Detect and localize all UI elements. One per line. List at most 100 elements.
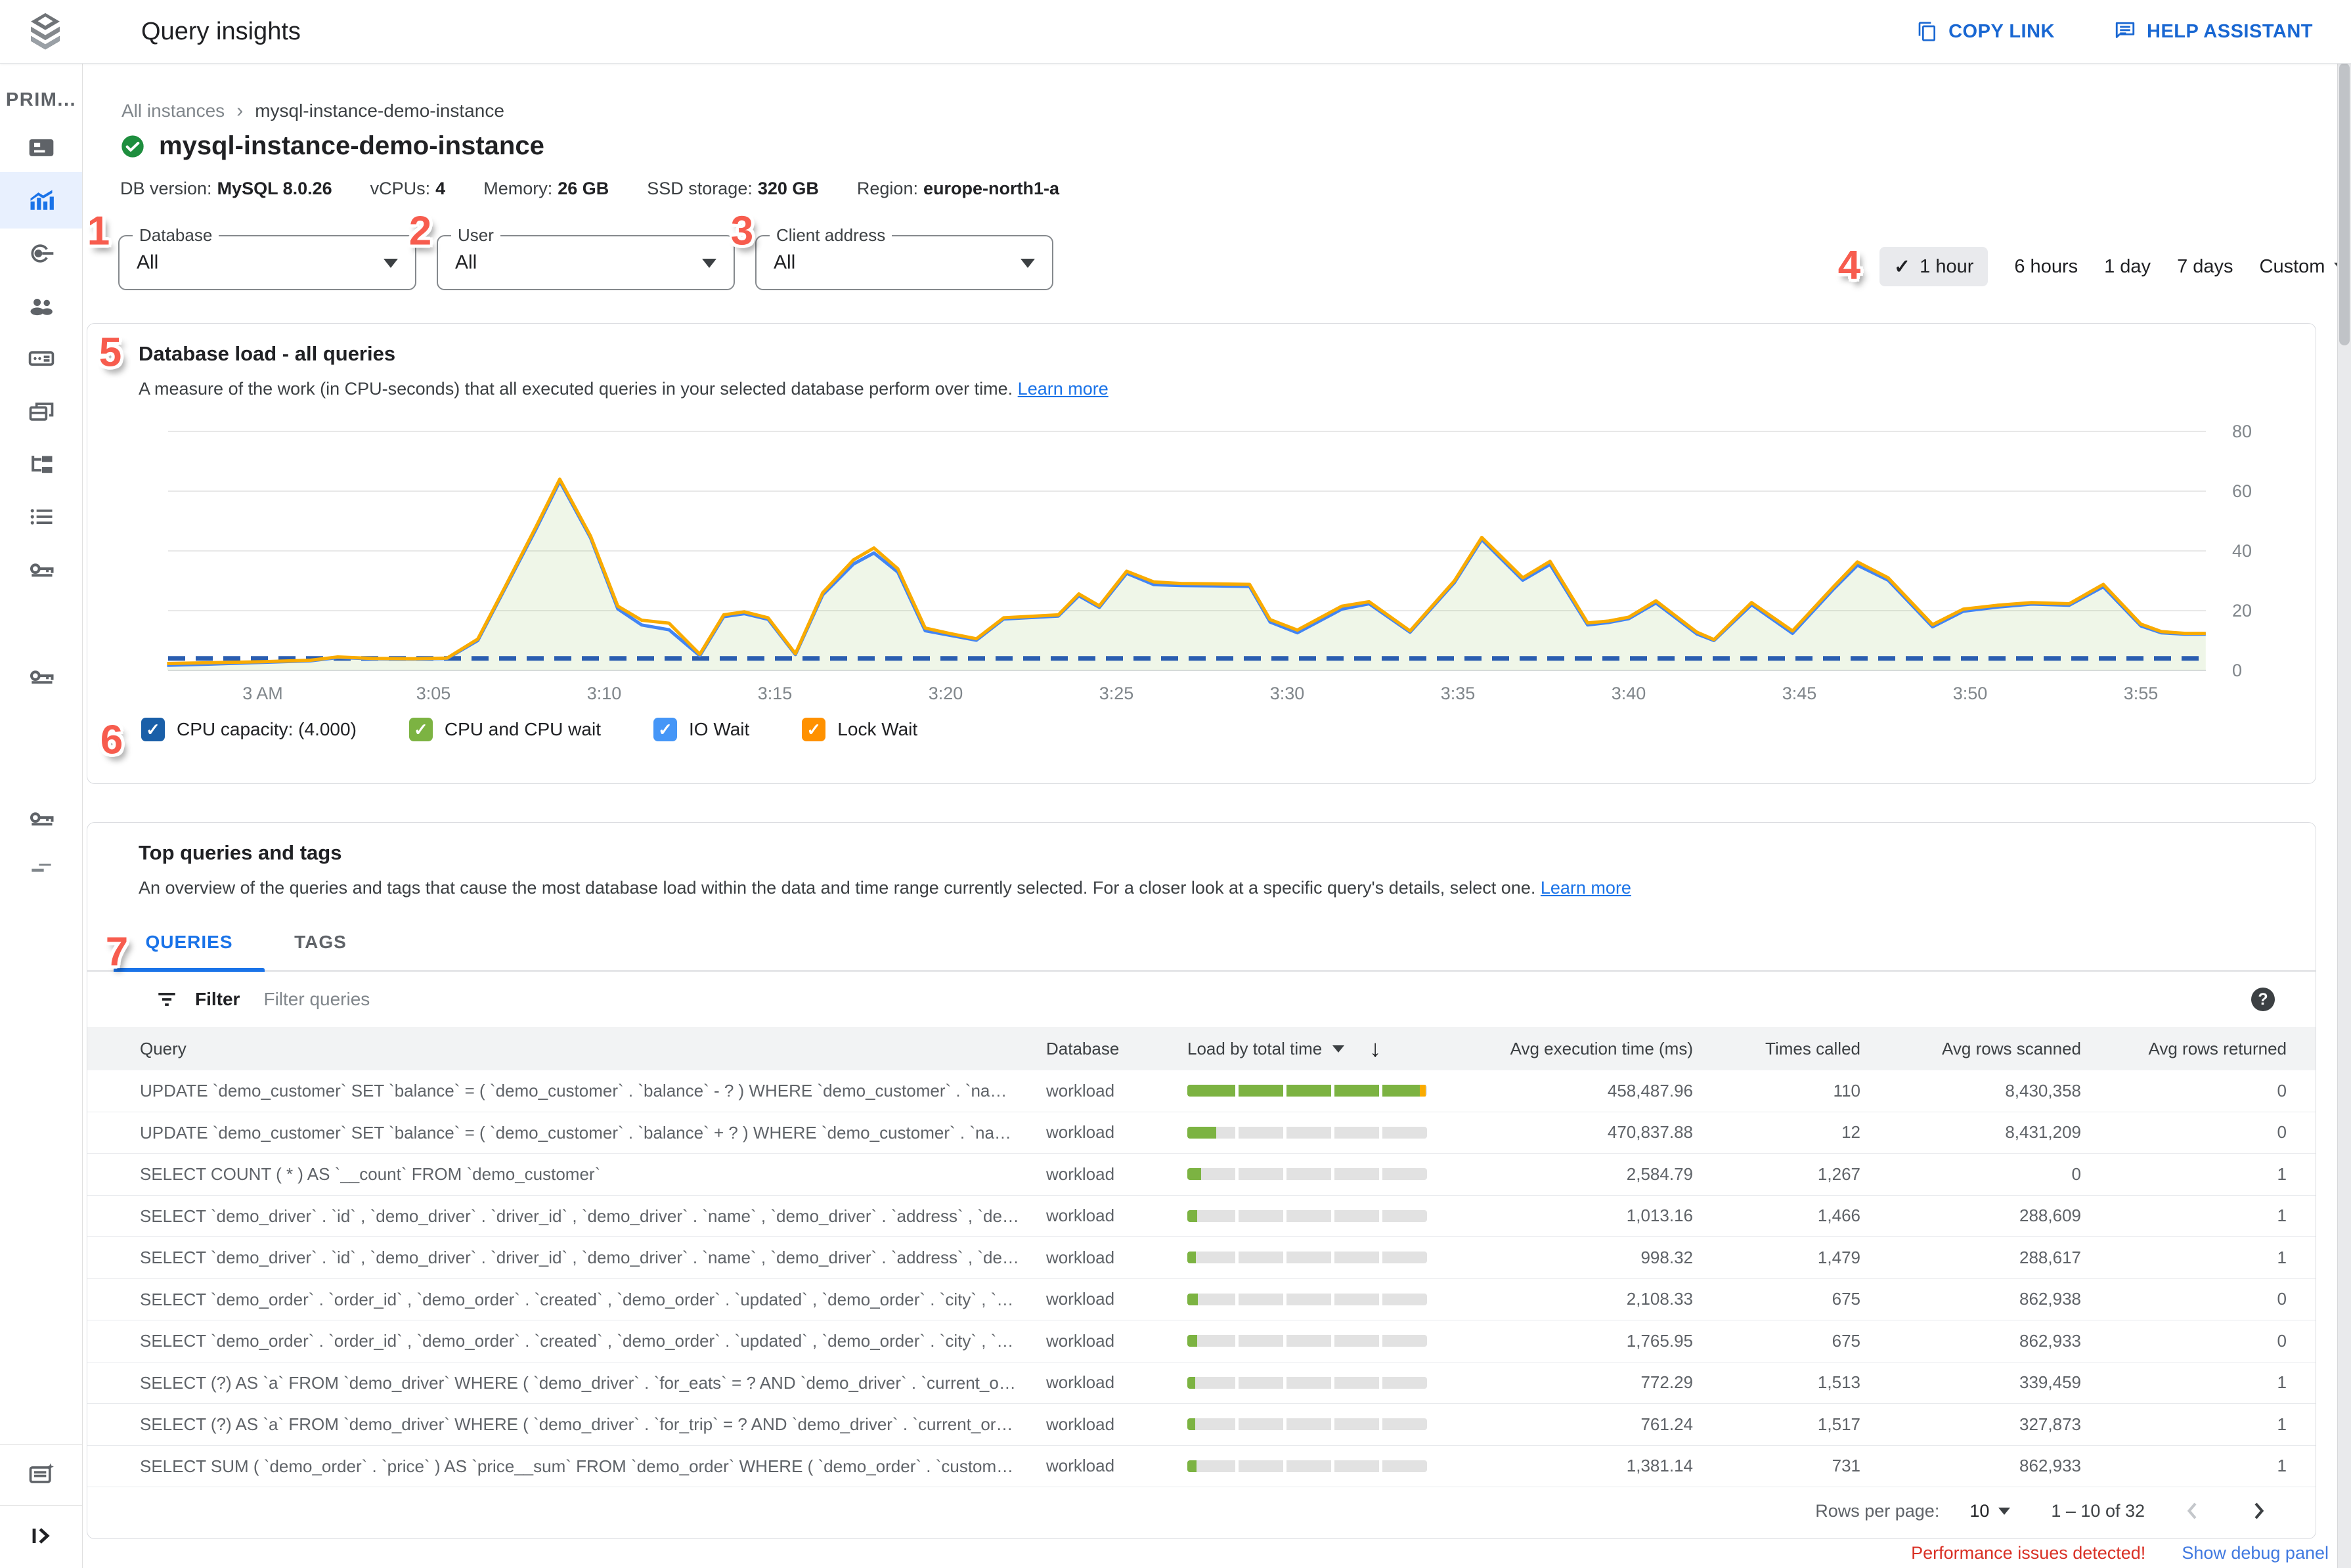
time-range-1-day[interactable]: 1 day bbox=[2104, 255, 2151, 277]
client-address-filter-select[interactable]: Client address All bbox=[755, 225, 1053, 290]
svg-text:3:10: 3:10 bbox=[587, 684, 622, 703]
sidebar-item-primary-key-1[interactable] bbox=[27, 555, 56, 584]
time-range-custom[interactable]: Custom bbox=[2260, 256, 2348, 278]
legend-item-cpu-and-cpu-wait[interactable]: ✓ CPU and CPU wait bbox=[408, 718, 601, 741]
sidebar-item-connections[interactable] bbox=[27, 239, 56, 268]
checkbox-checked-icon[interactable]: ✓ bbox=[408, 718, 433, 741]
sidebar-item-release-notes[interactable] bbox=[27, 1460, 56, 1489]
breadcrumb-current: mysql-instance-demo-instance bbox=[255, 100, 504, 121]
table-row[interactable]: SELECT COUNT ( * ) AS `__count` FROM `de… bbox=[87, 1154, 2316, 1196]
learn-more-link[interactable]: Learn more bbox=[1017, 379, 1109, 399]
filter-queries-input[interactable] bbox=[262, 988, 856, 1011]
avg-execution-time-cell: 1,381.14 bbox=[1626, 1456, 1693, 1476]
sidebar-item-query-insights[interactable] bbox=[27, 186, 56, 215]
avg-rows-scanned-cell: 0 bbox=[2071, 1164, 2081, 1184]
memory-detail: Memory: 26 GB bbox=[483, 179, 609, 198]
rows-per-page-select[interactable]: 10 bbox=[1969, 1501, 2011, 1521]
sidebar-item-users[interactable] bbox=[27, 292, 56, 320]
time-range-custom-label: Custom bbox=[2259, 255, 2325, 277]
show-debug-panel-link[interactable]: Show debug panel bbox=[2182, 1543, 2329, 1563]
scrollbar-thumb[interactable] bbox=[2339, 63, 2350, 345]
avg-execution-time-cell: 2,584.79 bbox=[1626, 1164, 1693, 1184]
table-row[interactable]: SELECT (?) AS `a` FROM `demo_driver` WHE… bbox=[87, 1362, 2316, 1404]
query-filter-bar[interactable]: Filter ? bbox=[87, 972, 2316, 1028]
tab-queries[interactable]: QUERIES bbox=[114, 921, 265, 972]
avg-rows-returned-cell: 1 bbox=[2277, 1206, 2287, 1226]
database-cell: workload bbox=[1046, 1414, 1115, 1434]
database-cell: workload bbox=[1046, 1164, 1115, 1184]
load-bar-fill bbox=[1187, 1460, 1197, 1472]
load-bar bbox=[1187, 1376, 1427, 1389]
table-row[interactable]: SELECT (?) AS `a` FROM `demo_driver` WHE… bbox=[87, 1404, 2316, 1446]
user-filter-select[interactable]: User All bbox=[437, 225, 735, 290]
learn-more-link[interactable]: Learn more bbox=[1540, 878, 1631, 898]
time-range-7-days[interactable]: 7 days bbox=[2177, 255, 2233, 277]
chart-description: A measure of the work (in CPU-seconds) t… bbox=[139, 379, 1109, 399]
column-load-by-total-time[interactable]: Load by total time ↓ bbox=[1187, 1035, 1382, 1062]
next-page-button[interactable] bbox=[2241, 1498, 2276, 1523]
copy-link-button[interactable]: COPY LINK bbox=[1913, 20, 2059, 43]
times-called-cell: 1,267 bbox=[1817, 1164, 1860, 1184]
sidebar-item-overview[interactable] bbox=[27, 133, 56, 162]
annotation-mark-7: 7 bbox=[105, 929, 129, 975]
table-row[interactable]: UPDATE `demo_customer` SET `balance` = (… bbox=[87, 1112, 2316, 1154]
load-bar bbox=[1187, 1252, 1427, 1264]
sort-descending-icon: ↓ bbox=[1369, 1035, 1382, 1062]
copy-icon bbox=[1917, 21, 1938, 42]
left-nav-sidebar: PRIM... bbox=[0, 63, 83, 1568]
chevron-right-icon: › bbox=[236, 100, 244, 121]
sidebar-item-replicas[interactable] bbox=[27, 450, 56, 479]
times-called-cell: 731 bbox=[1832, 1456, 1860, 1476]
table-row[interactable]: SELECT `demo_driver` . `id` , `demo_driv… bbox=[87, 1237, 2316, 1279]
tab-tags[interactable]: TAGS bbox=[294, 932, 347, 952]
expand-sidebar-icon[interactable] bbox=[27, 1521, 56, 1550]
previous-page-button[interactable] bbox=[2175, 1498, 2210, 1523]
table-row[interactable]: SELECT `demo_driver` . `id` , `demo_driv… bbox=[87, 1196, 2316, 1237]
load-bar-fill bbox=[1187, 1418, 1196, 1431]
checkbox-checked-icon[interactable]: ✓ bbox=[653, 718, 677, 741]
sidebar-item-operations[interactable] bbox=[27, 502, 56, 531]
db-version-detail: DB version: MySQL 8.0.26 bbox=[120, 179, 332, 198]
load-bar bbox=[1187, 1126, 1427, 1139]
time-range-1-hour-label: 1 hour bbox=[1920, 255, 1974, 277]
annotation-mark-6: 6 bbox=[100, 717, 123, 763]
avg-execution-time-cell: 1,765.95 bbox=[1626, 1330, 1693, 1351]
legend-item-io-wait[interactable]: ✓ IO Wait bbox=[653, 718, 749, 741]
legend-item-lock-wait[interactable]: ✓ Lock Wait bbox=[802, 718, 917, 741]
sidebar-item-primary-key-2[interactable] bbox=[27, 663, 56, 691]
load-bar-fill bbox=[1187, 1126, 1216, 1139]
database-filter-label: Database bbox=[133, 225, 219, 246]
query-cell: UPDATE `demo_customer` SET `balance` = (… bbox=[140, 1081, 1020, 1100]
breadcrumb-all-instances[interactable]: All instances bbox=[121, 100, 225, 121]
query-cell: SELECT (?) AS `a` FROM `demo_driver` WHE… bbox=[140, 1372, 1020, 1393]
query-cell: UPDATE `demo_customer` SET `balance` = (… bbox=[140, 1122, 1020, 1143]
sidebar-item-backups[interactable] bbox=[27, 397, 56, 426]
svg-text:3 AM: 3 AM bbox=[242, 684, 283, 703]
table-row[interactable]: UPDATE `demo_customer` SET `balance` = (… bbox=[87, 1070, 2316, 1112]
pagination-bar: Rows per page: 10 1 – 10 of 32 bbox=[1815, 1487, 2276, 1535]
instance-name-title: mysql-instance-demo-instance bbox=[159, 131, 544, 160]
table-row[interactable]: SELECT SUM ( `demo_order` . `price` ) AS… bbox=[87, 1446, 2316, 1487]
time-range-6-hours[interactable]: 6 hours bbox=[2014, 255, 2078, 277]
legend-item-cpu-capacity[interactable]: ✓ CPU capacity: (4.000) bbox=[141, 718, 357, 741]
avg-rows-returned-cell: 1 bbox=[2277, 1372, 2287, 1393]
database-filter-select[interactable]: Database All bbox=[118, 225, 416, 290]
dropdown-arrow-icon bbox=[384, 259, 398, 268]
query-cell: SELECT `demo_driver` . `id` , `demo_driv… bbox=[140, 1248, 1020, 1267]
region-detail: Region: europe-north1-a bbox=[856, 179, 1059, 198]
dropdown-arrow-icon bbox=[702, 259, 716, 268]
time-range-1-hour[interactable]: ✓ 1 hour bbox=[1879, 247, 1988, 286]
chart-title: Database load - all queries bbox=[139, 342, 396, 365]
database-cell: workload bbox=[1046, 1456, 1115, 1476]
checkbox-checked-icon[interactable]: ✓ bbox=[802, 718, 826, 741]
sidebar-item-databases[interactable] bbox=[27, 344, 56, 373]
table-row[interactable]: SELECT `demo_order` . `order_id` , `demo… bbox=[87, 1279, 2316, 1320]
help-icon[interactable]: ? bbox=[2251, 988, 2275, 1011]
sidebar-item-collapsed-entry[interactable] bbox=[27, 854, 56, 882]
avg-rows-returned-cell: 0 bbox=[2277, 1330, 2287, 1351]
sidebar-item-primary-key-3[interactable] bbox=[27, 804, 56, 833]
table-row[interactable]: SELECT `demo_order` . `order_id` , `demo… bbox=[87, 1320, 2316, 1362]
help-assistant-button[interactable]: HELP ASSISTANT bbox=[2110, 20, 2317, 43]
database-cell: workload bbox=[1046, 1206, 1115, 1226]
checkbox-checked-icon[interactable]: ✓ bbox=[141, 718, 165, 741]
